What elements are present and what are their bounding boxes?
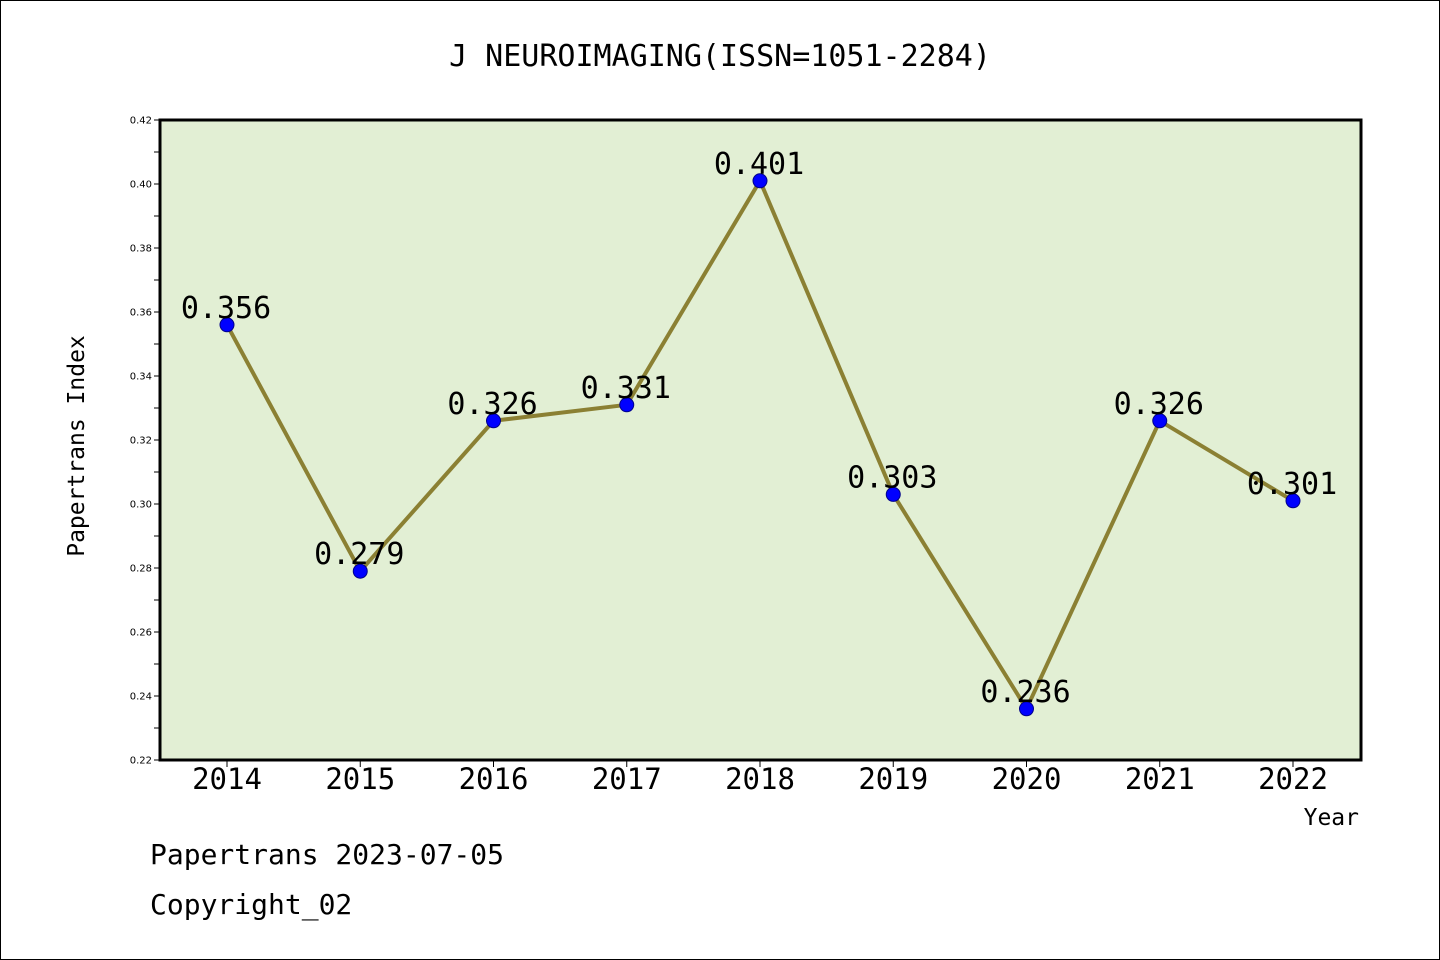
data-point — [1285, 493, 1301, 509]
x-tick-label: 2019 — [858, 762, 928, 796]
footer-date: Papertrans 2023-07-05 — [150, 838, 504, 871]
x-tick-label: 2014 — [192, 762, 262, 796]
data-point — [219, 317, 235, 333]
y-tick-label: 0.24 — [130, 692, 152, 703]
data-point — [1019, 701, 1034, 717]
data-label: 0.356 — [181, 291, 271, 326]
chart-title: J NEUROIMAGING(ISSN=1051-2284) — [449, 39, 991, 74]
y-tick-label: 0.30 — [130, 500, 152, 511]
x-tick-label: 2017 — [592, 762, 662, 796]
data-label: 0.236 — [980, 675, 1070, 710]
data-label: 0.401 — [714, 147, 804, 182]
data-point — [352, 563, 368, 579]
data-point — [752, 173, 768, 189]
data-point — [486, 413, 501, 429]
data-point — [619, 397, 635, 413]
y-tick-label: 0.38 — [130, 244, 152, 255]
x-axis-label: Year — [1304, 805, 1359, 831]
y-axis: 0.22 0.24 0.26 0.28 0.30 0.32 0.34 0.36 0.38 0.40… — [130, 116, 160, 767]
data-label: 0.279 — [314, 537, 404, 572]
y-tick-label: 0.34 — [130, 372, 152, 383]
data-point — [1152, 413, 1168, 429]
x-tick-label: 2020 — [992, 762, 1062, 796]
x-tick-label: 2018 — [725, 762, 795, 796]
data-label: 0.303 — [847, 460, 937, 495]
y-tick-label: 0.26 — [130, 628, 152, 639]
y-tick-label: 0.42 — [130, 116, 152, 127]
series-group: 0.356 0.279 0.326 0.331 0.401 0.303 0.236 0.326… — [181, 147, 1337, 717]
x-tick-label: 2015 — [325, 762, 395, 796]
y-tick-label: 0.40 — [130, 180, 152, 191]
footer-copyright: Copyright_02 — [150, 888, 352, 922]
plot-area — [158, 118, 1363, 762]
data-label: 0.326 — [1114, 387, 1204, 422]
x-axis: 2014 2015 2016 2017 2018 2019 2020 2021 2022 — [192, 760, 1328, 796]
y-tick-label: 0.22 — [130, 756, 152, 767]
y-tick-label: 0.36 — [130, 308, 152, 319]
data-point — [885, 486, 901, 502]
data-label: 0.326 — [447, 387, 537, 422]
y-tick-label: 0.32 — [130, 436, 152, 447]
x-tick-label: 2016 — [459, 762, 529, 796]
y-axis-label: Papertrans Index — [64, 335, 90, 557]
y-tick-label: 0.28 — [130, 564, 152, 575]
x-tick-label: 2021 — [1125, 762, 1195, 796]
data-label: 0.301 — [1247, 467, 1337, 502]
x-tick-label: 2022 — [1258, 762, 1328, 796]
data-label: 0.331 — [581, 371, 671, 406]
